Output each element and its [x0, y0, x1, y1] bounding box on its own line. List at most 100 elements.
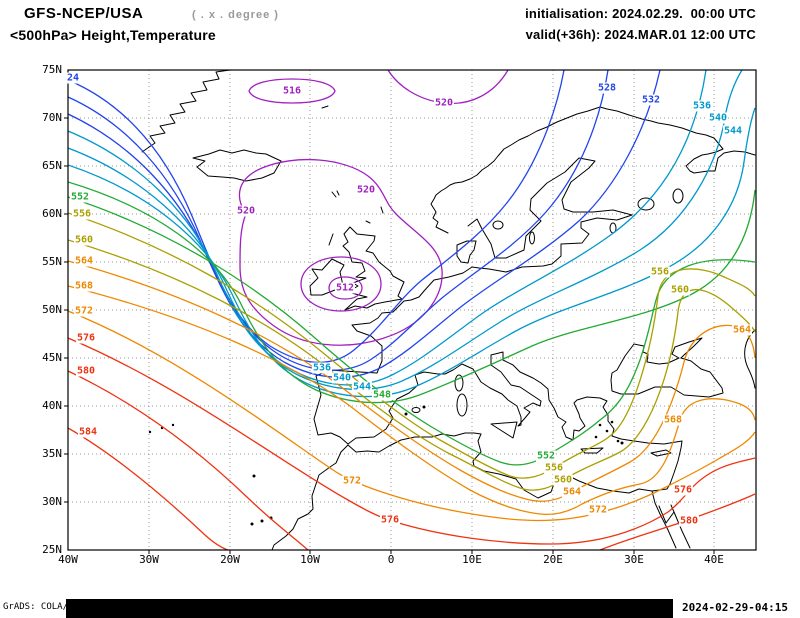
contour-552: [68, 196, 756, 466]
lon-tick-20W: 20W: [220, 553, 240, 566]
island-dots: [148, 405, 624, 526]
model-title: GFS-NCEP/USA: [24, 5, 144, 22]
creation-timestamp: 2024-02-29-04:15: [682, 601, 788, 614]
contour-label-572-33: 572: [587, 504, 609, 516]
lon-tick-0: 0: [387, 553, 395, 566]
contour-label-552-24: 552: [535, 450, 557, 462]
contour-568: [68, 285, 756, 516]
contour-label-532-4: 532: [640, 94, 662, 106]
contour-label-584-23: 584: [77, 426, 99, 438]
lat-tick-35N: 35N: [42, 447, 62, 460]
contour-label-540-6: 540: [707, 112, 729, 124]
lat-tick-75N: 75N: [42, 63, 62, 76]
coast-norway-kola: [430, 106, 756, 234]
coast-corsica: [454, 374, 464, 392]
contour-label-544-7: 544: [722, 125, 744, 137]
coast-mallorca: [411, 407, 421, 413]
grid-lines: [68, 70, 756, 550]
coast-faroes: [331, 190, 340, 198]
contour-label-568-19: 568: [73, 280, 95, 292]
lon-tick-20E: 20E: [543, 553, 563, 566]
contour-556: [68, 212, 756, 479]
contour-label-576-34: 576: [379, 514, 401, 526]
contour-label-536-5: 536: [691, 100, 713, 112]
contour-564: [68, 260, 756, 502]
contour-524: [68, 70, 565, 363]
contour-label-520-9: 520: [355, 184, 377, 196]
lat-tick-30N: 30N: [42, 495, 62, 508]
lat-tick-25N: 25N: [42, 543, 62, 556]
contour-516-arctic: [248, 78, 336, 104]
lat-tick-65N: 65N: [42, 159, 62, 172]
contour-584: [68, 427, 229, 550]
contour-572: [68, 310, 756, 522]
contour-label-576-21: 576: [75, 332, 97, 344]
contour-516-low: [300, 256, 382, 312]
contour-544: [68, 107, 756, 398]
lake-onega: [672, 188, 684, 204]
lon-tick-30W: 30W: [139, 553, 159, 566]
height-contours: [68, 70, 756, 550]
contour-512-low: [328, 276, 363, 300]
contour-label-24-0: 24: [65, 72, 81, 84]
level-title: <500hPa> Height,Temperature: [10, 27, 216, 43]
contour-label-528-3: 528: [596, 82, 618, 94]
contour-label-556-25: 556: [543, 462, 565, 474]
coast-denmark: [456, 240, 477, 264]
coast-cyprus: [650, 449, 672, 457]
coast-jan-mayen: [321, 105, 329, 109]
coast-hebrides: [328, 233, 334, 246]
contour-label-572-20: 572: [73, 305, 95, 317]
lat-tick-50N: 50N: [42, 303, 62, 316]
contour-label-556-16: 556: [71, 208, 93, 220]
contour-label-540-12: 540: [331, 372, 353, 384]
contour-528: [68, 70, 609, 371]
coast-black-sea: [610, 337, 724, 398]
contour-label-568-31: 568: [662, 414, 684, 426]
contour-label-536-11: 536: [311, 362, 333, 374]
lake-ladoga: [637, 197, 655, 211]
contour-label-560-17: 560: [73, 234, 95, 246]
contour-label-580-36: 580: [678, 515, 700, 527]
contour-label-516-1: 516: [281, 85, 303, 97]
lon-tick-40E: 40E: [704, 553, 724, 566]
contour-label-560-26: 560: [552, 474, 574, 486]
contour-label-512-10: 512: [334, 282, 356, 294]
contour-label-564-27: 564: [561, 486, 583, 498]
valid-time: valid(+36h): 2024.MAR.01 12:00 UTC: [525, 27, 756, 42]
lat-tick-70N: 70N: [42, 111, 62, 124]
lat-tick-55N: 55N: [42, 255, 62, 268]
contour-label-580-22: 580: [75, 365, 97, 377]
contour-560: [68, 239, 756, 491]
lon-tick-30E: 30E: [624, 553, 644, 566]
lake-vanern: [492, 220, 504, 230]
contour-548: [68, 181, 756, 404]
coast-greenland: [141, 70, 231, 153]
contour-label-576-35: 576: [672, 484, 694, 496]
contour-label-564-18: 564: [73, 255, 95, 267]
initialisation-time: initialisation: 2024.02.29. 00:00 UTC: [525, 6, 756, 21]
coast-caspian: [744, 329, 756, 389]
coast-continent: [271, 266, 683, 550]
lat-tick-60N: 60N: [42, 207, 62, 220]
contour-label-572-32: 572: [341, 475, 363, 487]
coast-shetland: [380, 206, 384, 214]
degree-note: ( . x . degree ): [192, 9, 279, 21]
contour-580-west: [68, 370, 309, 550]
contour-label-520-8: 520: [235, 205, 257, 217]
grads-credit: GrADS: COLA/IGES: [3, 602, 90, 612]
contour-label-544-13: 544: [351, 381, 373, 393]
footer-bar: [66, 599, 673, 618]
contour-label-560-29: 560: [669, 284, 691, 296]
coast-gotland: [529, 231, 535, 245]
contour-label-548-14: 548: [371, 389, 393, 401]
contour-label-564-30: 564: [731, 324, 753, 336]
lon-tick-10E: 10E: [462, 553, 482, 566]
contour-580-east: [599, 493, 756, 550]
contour-label-556-28: 556: [649, 266, 671, 278]
contour-520-low: [238, 159, 443, 346]
coast-baltic: [467, 157, 633, 273]
lon-tick-40W: 40W: [58, 553, 78, 566]
coast-iceland: [192, 149, 282, 182]
